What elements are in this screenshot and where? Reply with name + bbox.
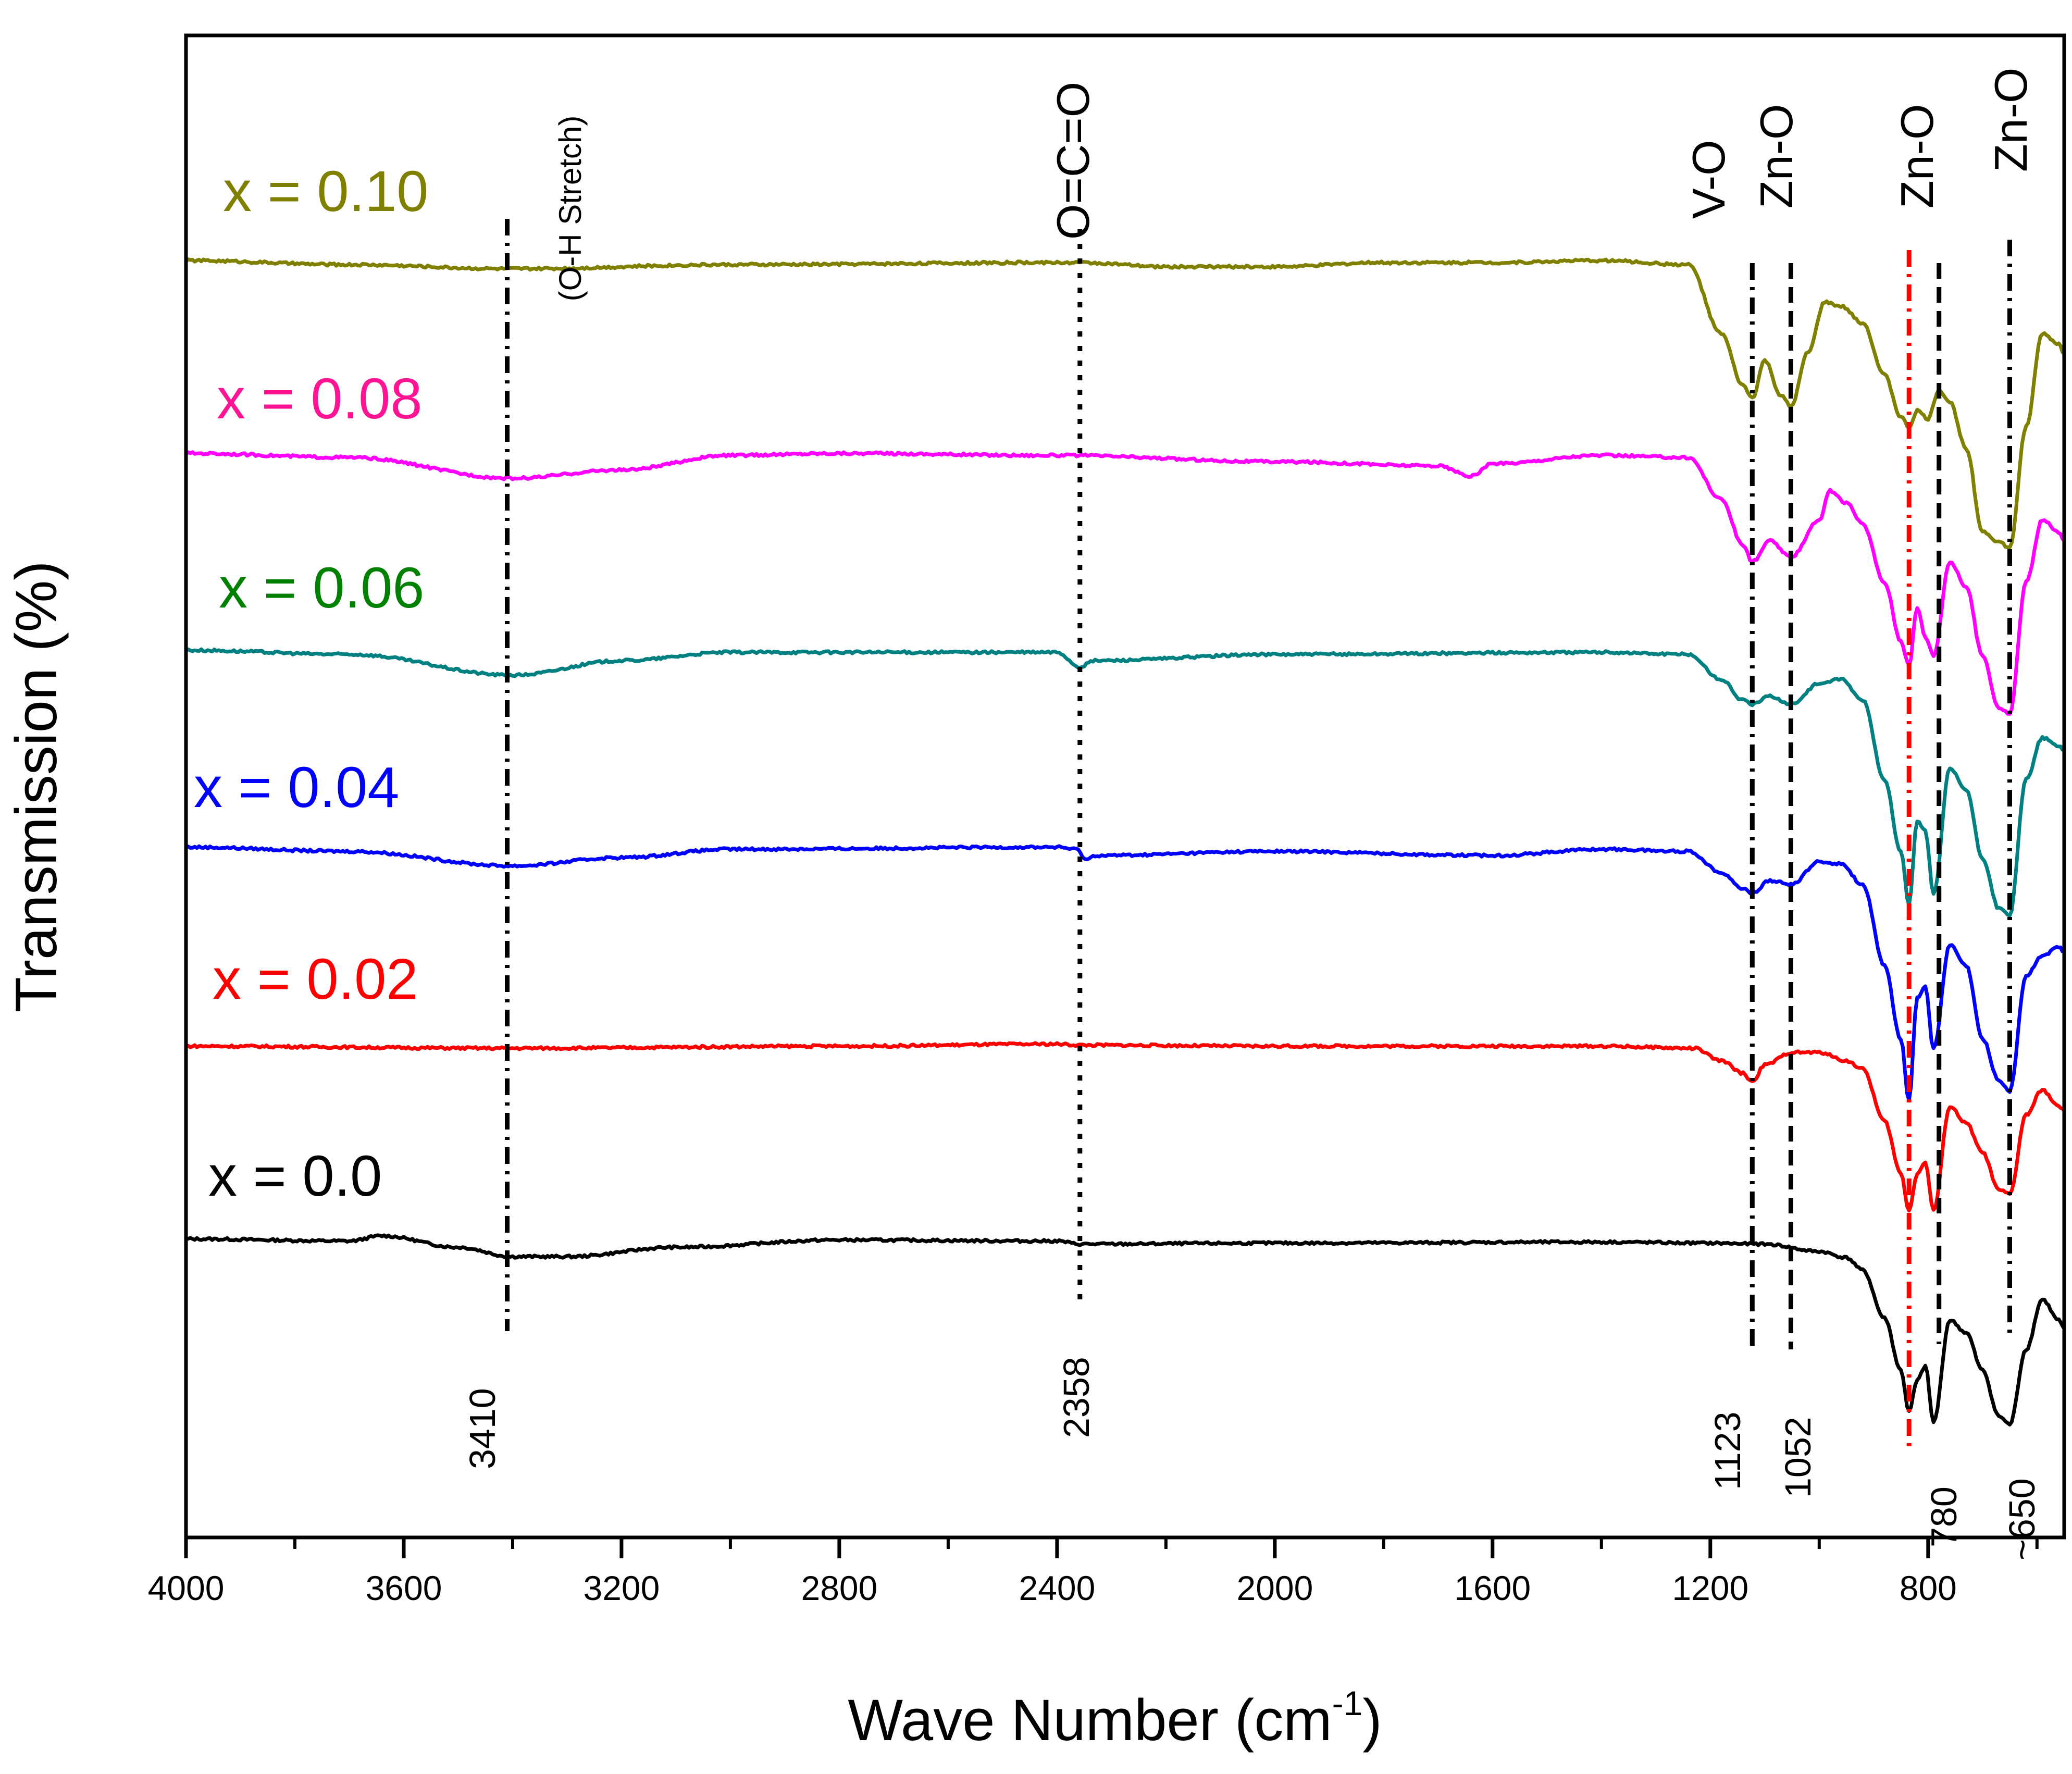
y-axis-title: Transmission (%) [4, 561, 69, 1012]
series-label-x-0-08: x = 0.08 [217, 367, 422, 431]
series-line-x-0-10 [184, 257, 2066, 550]
band-label-zn-o-835: Zn-O [1891, 104, 1943, 208]
series-label-x-0-04: x = 0.04 [194, 755, 399, 820]
x-tick-label-3600: 3600 [366, 1569, 442, 1607]
wavenumber-label-650: ~650 [2002, 1478, 2042, 1560]
x-tick-label-800: 800 [1900, 1569, 1957, 1607]
wavenumber-label-3410: 3410 [462, 1388, 503, 1469]
x-axis-title: Wave Number (cm-1) [848, 1684, 1382, 1753]
x-axis-title-main: Wave Number (cm [848, 1688, 1332, 1753]
band-label-zn-o-650: Zn-O [1985, 68, 2037, 172]
band-label-o-c-o-2358: O=C=O [1047, 82, 1099, 240]
wavenumber-label-1123: 1123 [1707, 1411, 1748, 1490]
x-tick-label-4000: 4000 [148, 1569, 225, 1607]
series-line-x-0-04 [185, 844, 2065, 1102]
wavenumber-label-2358: 2358 [1056, 1357, 1097, 1438]
reference-lines-group [505, 219, 2012, 1451]
x-axis-title-close: ) [1362, 1688, 1382, 1753]
series-line-x-0-06 [185, 647, 2065, 917]
series-line-x-0-0 [185, 1233, 2066, 1426]
x-axis: 4000 3600 3200 2800 2400 2000 1600 1200 800 [148, 1537, 2039, 1607]
x-axis-title-superscript: -1 [1332, 1684, 1363, 1722]
band-label-zn-o-1052: Zn-O [1751, 104, 1802, 208]
band-label-v-o-1123: V-O [1683, 140, 1734, 219]
series-label-x-0-06: x = 0.06 [219, 556, 424, 620]
series-line-x-0-02 [185, 1041, 2066, 1213]
wavenumber-label-1052: 1052 [1778, 1417, 1818, 1498]
plot-series-group [184, 257, 2066, 1426]
band-labels-group: 3410 (O-H Stretch) 2358 O=C=O 1123 V-O 1052 Zn-… [462, 68, 2042, 1560]
x-tick-label-3200: 3200 [583, 1569, 660, 1607]
series-label-x-0-10: x = 0.10 [223, 159, 428, 224]
band-label-o-h-stretch-3410: (O-H Stretch) [553, 116, 588, 302]
x-tick-label-1600: 1600 [1454, 1569, 1531, 1607]
series-label-x-0-02: x = 0.02 [213, 947, 418, 1011]
series-labels-group: x = 0.0 x = 0.02 x = 0.04 x = 0.06 x = 0.08 x… [194, 159, 428, 1208]
series-label-x-0-0: x = 0.0 [208, 1144, 382, 1208]
x-tick-label-1200: 1200 [1672, 1569, 1748, 1607]
x-tick-label-2800: 2800 [801, 1569, 877, 1607]
plot-frame [184, 33, 2066, 1540]
series-line-x-0-08 [184, 450, 2066, 716]
x-tick-label-2000: 2000 [1236, 1569, 1313, 1607]
wavenumber-label-780: 780 [1924, 1486, 1964, 1547]
x-tick-label-2400: 2400 [1019, 1569, 1095, 1607]
